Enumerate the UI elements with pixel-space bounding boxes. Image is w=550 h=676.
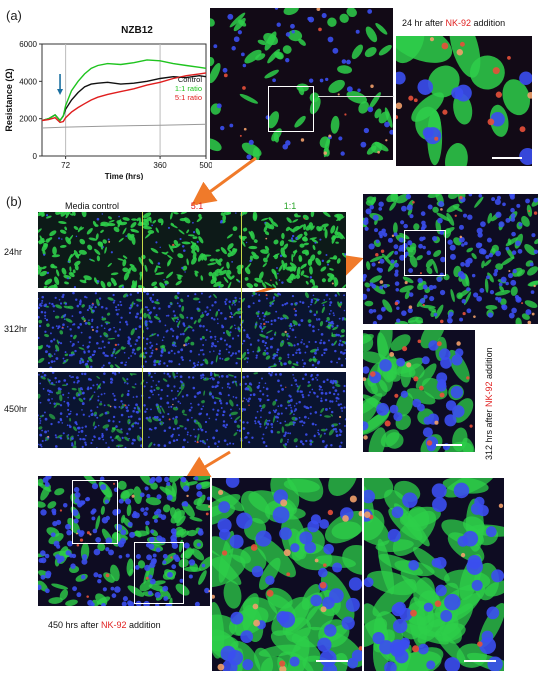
series-line [41, 72, 207, 124]
legend-entry: 1:1 ratio [175, 84, 202, 93]
zoom-connector-line [318, 96, 394, 97]
arrow-to-450hr [184, 450, 231, 480]
scale-bar [464, 660, 496, 662]
x-tick-label: 360 [153, 161, 167, 170]
micrograph-450hr-zoom-2 [364, 478, 504, 671]
y-tick-label: 6000 [19, 40, 37, 49]
header-ratio-1-1: 1:1 [283, 201, 297, 211]
grid-row-450hr [38, 372, 346, 448]
legend-entry: Control [178, 75, 203, 84]
panel-b-label: (b) [6, 194, 22, 209]
y-tick-label: 0 [33, 152, 38, 161]
micrograph-312hr-overview [363, 194, 538, 324]
caption-450hr: 450 hrs after NK-92 addition [48, 620, 161, 630]
x-tick-label: 72 [61, 161, 70, 170]
inset-box [134, 542, 184, 604]
inset-box [72, 480, 118, 544]
panel-a-label: (a) [6, 8, 22, 23]
caption-312hr: 312 hrs after NK-92 addition [484, 347, 494, 460]
micrograph-24hr-zoom [396, 36, 532, 166]
caption-24hr: 24 hr after NK-92 addition [402, 18, 506, 28]
arrow-marker-head [57, 89, 64, 95]
inset-box [404, 230, 446, 276]
y-tick-label: 4000 [19, 77, 37, 86]
series-line [41, 123, 207, 129]
grid-row-312hr [38, 292, 346, 368]
scale-bar [316, 660, 348, 662]
chart-title: NZB12 [121, 25, 153, 36]
row-label-450hr: 450hr [4, 404, 28, 414]
scale-bar [492, 157, 522, 159]
inset-box [268, 86, 314, 132]
header-ratio-5-1: 5:1 [190, 201, 204, 211]
legend-entry: 5:1 ratio [175, 93, 202, 102]
column-5-1-outline [142, 212, 242, 448]
resistance-chart: 0 2000 4000 6000 72 360 500 Time (hrs) Resistanc… [4, 40, 212, 180]
y-axis-label: Resistance (Ω) [4, 68, 14, 131]
micrograph-450hr-overview [38, 476, 210, 606]
plot-area [41, 43, 207, 157]
x-axis-label: Time (hrs) [105, 172, 144, 180]
row-label-24hr: 24hr [4, 247, 23, 257]
grid-row-24hr [38, 212, 346, 288]
series-line [41, 59, 207, 122]
header-media-control: Media control [64, 201, 120, 211]
x-tick-label: 500 [199, 161, 212, 170]
micrograph-450hr-zoom-1 [212, 478, 362, 671]
micrograph-24hr-overview [210, 8, 393, 160]
micrograph-312hr-zoom [363, 330, 475, 452]
arrow-to-grid [191, 156, 257, 206]
y-tick-label: 2000 [19, 115, 37, 124]
scale-bar [436, 444, 462, 446]
row-label-312hr: 312hr [4, 324, 28, 334]
